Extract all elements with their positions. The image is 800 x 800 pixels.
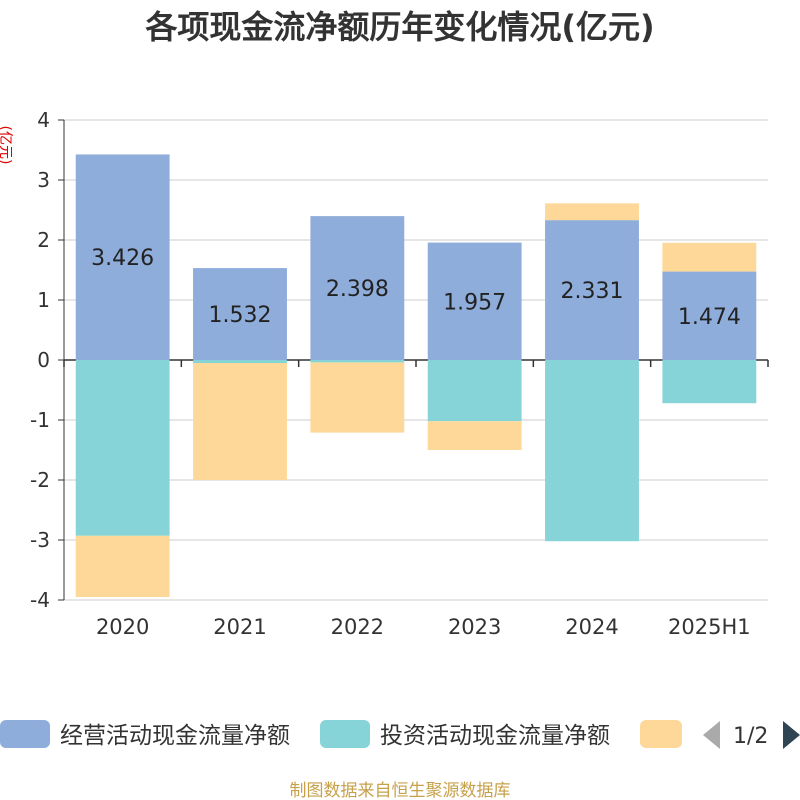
x-tick-label: 2020 [96,615,149,639]
bar-series2-2020 [75,360,170,536]
data-label-2023: 1.957 [443,290,506,315]
legend-item-third-series[interactable] [640,720,682,748]
bar-series1-2020 [75,154,170,360]
data-label-2020: 3.426 [91,246,154,271]
data-label-2022: 2.398 [326,277,389,302]
x-tick-label: 2024 [565,615,618,639]
chart-title: 各项现金流净额历年变化情况(亿元) [145,8,654,46]
y-tick-label: -2 [30,468,50,492]
y-tick-label: 3 [37,168,50,192]
bar-series2-2022 [310,360,405,363]
y-tick-label: 2 [37,228,50,252]
legend-swatch [0,720,50,748]
data-label-2024: 2.331 [561,279,624,304]
bar-series1-2024 [545,220,639,360]
bar-series1-2025H1 [662,271,757,360]
bars [75,154,757,597]
y-tick-label: 1 [37,288,50,312]
triangle-left-icon[interactable] [703,721,720,749]
x-tick-label: 2023 [448,615,501,639]
bar-series1-2023 [427,242,522,360]
legend-swatch [320,720,370,748]
bar-series3-2020 [75,535,170,597]
bar-series3-2021 [193,363,287,480]
grid-lines [64,119,768,601]
legend-page-indicator: 1/2 [733,724,768,749]
legend-label: 经营活动现金流量净额 [60,723,290,749]
labels: 4 3 2 1 0 -1 -2 -3 -4 3.426 2020 1.532 2021 2.398 2022… [30,108,751,639]
y-tick-label: -4 [30,588,50,612]
data-label-2025H1: 1.474 [678,305,741,330]
legend-label: 投资活动现金流量净额 [380,723,610,749]
bar-series2-2024 [545,360,639,542]
bar-series2-2025H1 [662,360,757,404]
x-tick-label: 2022 [331,615,384,639]
legend-item-investing-cashflow[interactable]: 投资活动现金流量净额 [320,720,610,749]
legend-swatch [640,720,682,748]
source-note: 制图数据来自恒生聚源数据库 [290,781,511,800]
bar-series1-2022 [310,216,405,360]
x-tick-label: 2021 [213,615,266,639]
bar-series1-2021 [193,268,287,360]
y-tick-label: 4 [37,108,50,132]
bar-series2-2023 [427,360,522,422]
triangle-right-icon[interactable] [783,721,800,749]
bar-series3-2022 [310,362,405,433]
bar-series3-2025H1 [662,242,757,272]
y-tick-label: -3 [30,528,50,552]
legend: 经营活动现金流量净额 投资活动现金流量净额 1/2 [0,720,800,749]
axes [58,119,769,601]
bar-series3-2024 [545,203,639,221]
bar-series3-2023 [427,421,522,450]
data-label-2021: 1.532 [209,303,272,328]
bar-series2-2021 [193,360,287,363]
legend-item-operating-cashflow[interactable]: 经营活动现金流量净额 [0,720,290,749]
y-tick-label: 0 [37,348,50,372]
x-tick-label: 2025H1 [668,615,751,639]
y-axis-unit-label: (亿元) [0,126,13,165]
y-tick-label: -1 [30,408,50,432]
